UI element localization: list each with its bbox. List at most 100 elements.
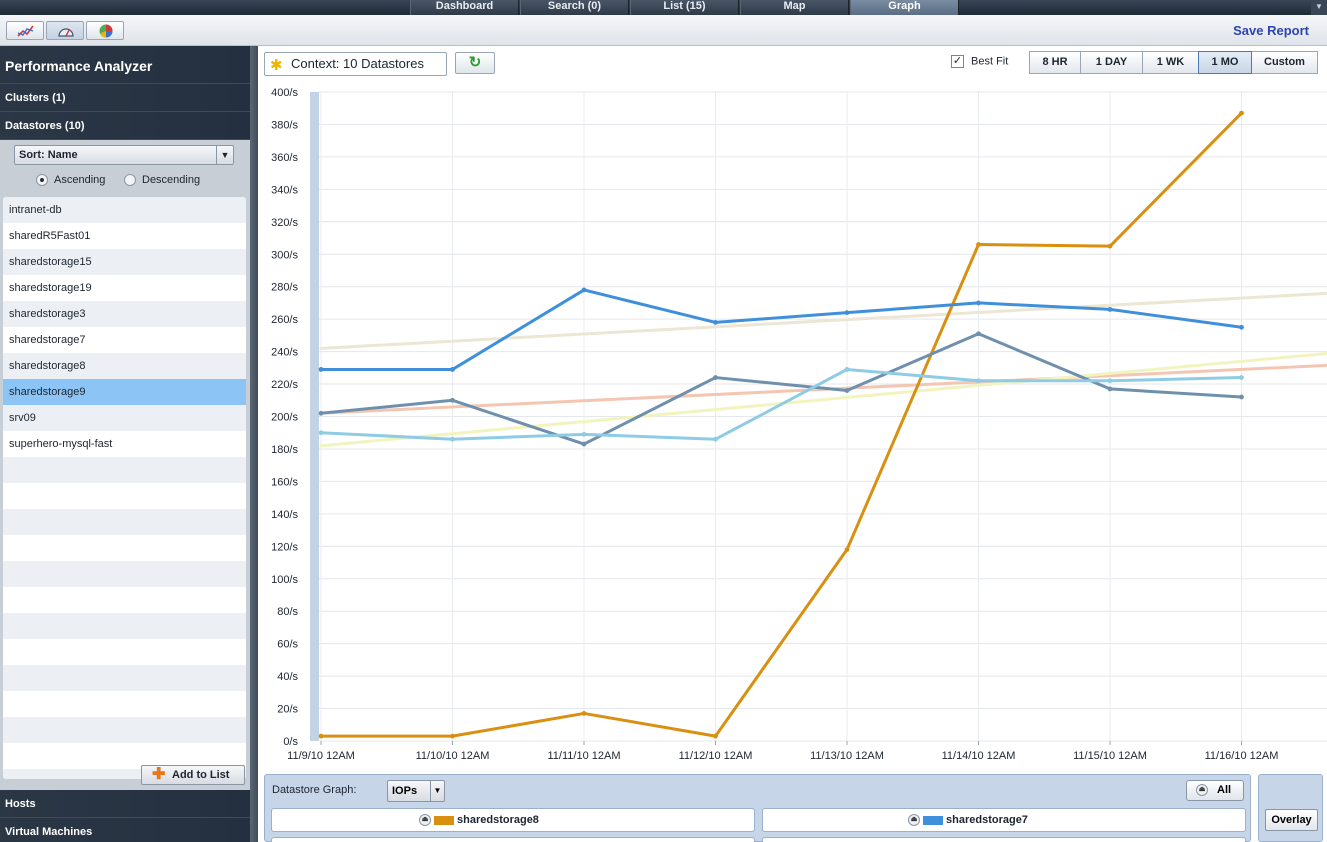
legend-swatch	[923, 816, 943, 825]
sidebar-item-hosts[interactable]: Hosts	[0, 790, 250, 818]
legend-label: sharedstorage8	[457, 814, 539, 826]
data-point	[713, 733, 718, 739]
list-item-selected[interactable]: sharedstorage9	[3, 379, 246, 405]
y-tick-label: 220/s	[271, 379, 298, 391]
context-button[interactable]: ✱ Context: 10 Datastores	[264, 52, 447, 76]
main-area: ✱ Context: 10 Datastores ↻ ✓ Best Fit 8 H…	[258, 46, 1327, 842]
x-tick-label: 11/13/10 12AM	[810, 750, 884, 762]
add-to-list-label: Add to List	[172, 769, 230, 781]
y-tick-label: 20/s	[277, 704, 298, 716]
asterisk-icon: ✱	[270, 57, 283, 74]
sort-select[interactable]: Sort: Name ▼	[14, 145, 234, 165]
sidebar-item-virtual-machines[interactable]: Virtual Machines	[0, 818, 250, 842]
x-tick-label: 11/16/10 12AM	[1205, 750, 1279, 762]
data-point	[450, 436, 455, 442]
tab-graph[interactable]: Graph	[850, 0, 959, 15]
y-tick-label: 280/s	[271, 282, 298, 294]
series-line	[321, 288, 1242, 371]
list-item[interactable]: sharedstorage19	[9, 282, 92, 294]
y-tick-label: 60/s	[277, 639, 298, 651]
sidebar-splitter[interactable]	[250, 46, 258, 842]
range-1day-button[interactable]: 1 DAY	[1080, 51, 1143, 74]
sidebar-item-datastores[interactable]: Datastores (10)	[0, 112, 250, 140]
overlay-button[interactable]: Overlay	[1265, 809, 1318, 831]
sidebar-title: Performance Analyzer	[0, 46, 250, 84]
checkmark-icon: ✓	[951, 55, 964, 68]
sidebar: Performance Analyzer Clusters (1) Datast…	[0, 46, 258, 842]
legend-item[interactable]: ⏏ sharedstorage7	[762, 808, 1246, 832]
data-point	[976, 300, 981, 306]
refresh-button[interactable]: ↻	[455, 52, 495, 74]
data-point	[450, 367, 455, 372]
datastore-list: intranet-db sharedR5Fast01 sharedstorage…	[3, 197, 246, 779]
all-label: All	[1217, 784, 1232, 796]
best-fit-checkbox[interactable]: ✓ Best Fit	[951, 55, 1008, 68]
sidebar-item-clusters[interactable]: Clusters (1)	[0, 84, 250, 112]
gauge-icon	[58, 28, 74, 37]
pie-chart-icon	[99, 24, 113, 38]
data-point	[713, 319, 718, 325]
data-point	[844, 367, 850, 372]
all-button[interactable]: ⏏ All	[1186, 780, 1244, 801]
data-point	[1107, 386, 1113, 392]
empty-row	[3, 561, 246, 587]
list-item[interactable]: srv09	[3, 405, 246, 431]
tab-list[interactable]: List (15)	[630, 0, 739, 15]
descending-radio[interactable]: Descending	[124, 174, 200, 187]
x-tick-label: 11/9/10 12AM	[287, 750, 355, 762]
best-fit-line	[319, 351, 1327, 448]
sort-select-value: Sort: Name	[19, 149, 78, 161]
empty-row	[3, 769, 246, 779]
data-point	[976, 331, 981, 337]
empty-row	[3, 613, 246, 639]
list-item[interactable]: sharedstorage3	[3, 301, 246, 327]
data-point	[581, 287, 587, 293]
range-1mo-button[interactable]: 1 MO	[1198, 51, 1252, 74]
ascending-radio[interactable]: Ascending	[36, 174, 105, 187]
range-8hr-button[interactable]: 8 HR	[1029, 51, 1081, 74]
metric-select[interactable]: IOPs ▼	[387, 780, 445, 802]
y-tick-label: 80/s	[277, 606, 298, 618]
tab-search[interactable]: Search (0)	[520, 0, 629, 15]
y-tick-label: 180/s	[271, 444, 298, 456]
eject-icon[interactable]: ⏏	[908, 814, 920, 826]
toolbar: Save Report	[0, 15, 1327, 46]
empty-row	[3, 483, 246, 509]
list-item[interactable]: sharedR5Fast01	[9, 230, 91, 242]
y-tick-label: 160/s	[271, 476, 298, 488]
nav-dropdown-icon[interactable]: ▼	[1311, 0, 1327, 15]
x-tick-label: 11/14/10 12AM	[942, 750, 1016, 762]
empty-row	[3, 509, 246, 535]
time-range-group: 8 HR 1 DAY 1 WK 1 MO Custom	[1029, 51, 1318, 74]
range-1wk-button[interactable]: 1 WK	[1142, 51, 1199, 74]
tab-dashboard[interactable]: Dashboard	[410, 0, 519, 15]
chevron-down-icon: ▼	[216, 146, 233, 164]
list-item[interactable]: sharedstorage15	[3, 249, 246, 275]
y-tick-label: 0/s	[283, 736, 298, 748]
legend-item[interactable]: ⏏ sharedstorage8	[271, 808, 755, 832]
line-chart-button[interactable]	[6, 21, 44, 40]
pie-chart-button[interactable]	[86, 21, 124, 40]
list-item[interactable]: superhero-mysql-fast	[9, 438, 113, 450]
data-point	[318, 367, 324, 372]
gauge-button[interactable]	[46, 21, 84, 40]
metric-select-value: IOPs	[392, 785, 418, 797]
y-tick-label: 360/s	[271, 152, 298, 164]
save-report-link[interactable]: Save Report	[1233, 23, 1309, 38]
list-item[interactable]: sharedstorage7	[9, 334, 86, 346]
tab-map[interactable]: Map	[740, 0, 849, 15]
empty-row	[3, 639, 246, 665]
data-point	[581, 431, 587, 437]
y-tick-label: 200/s	[271, 412, 298, 424]
nav-tabs: Dashboard Search (0) List (15) Map Graph	[410, 0, 960, 15]
range-custom-button[interactable]: Custom	[1251, 51, 1318, 74]
y-tick-label: 300/s	[271, 249, 298, 261]
list-item[interactable]: intranet-db	[3, 197, 246, 223]
refresh-icon: ↻	[468, 54, 482, 71]
eject-icon[interactable]: ⏏	[419, 814, 431, 826]
list-item[interactable]: sharedstorage8	[3, 353, 246, 379]
data-point	[318, 733, 324, 739]
add-to-list-button[interactable]: ✚ Add to List	[141, 765, 245, 785]
line-chart-icon	[17, 25, 34, 37]
